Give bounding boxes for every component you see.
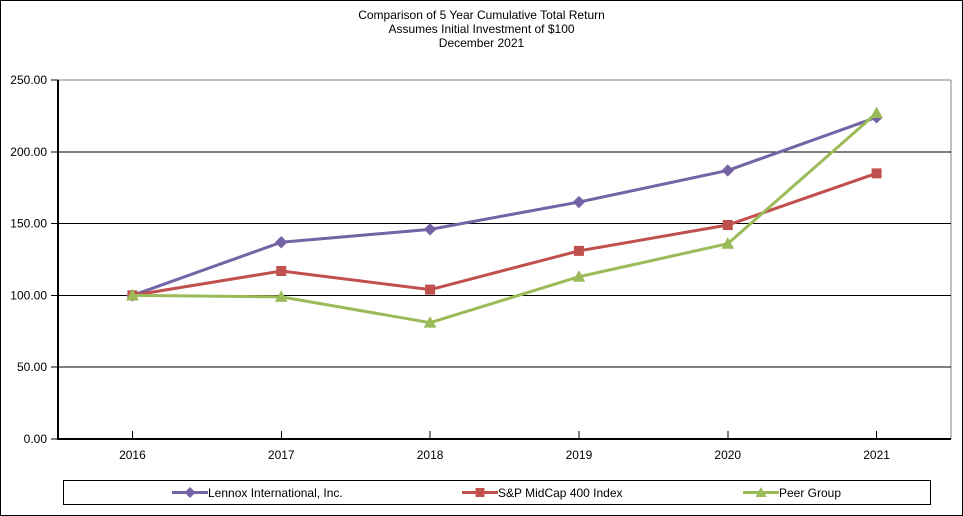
y-tick-label: 200.00	[10, 145, 47, 159]
y-tick-label: 50.00	[17, 360, 47, 374]
legend-item-lennox-international-inc: Lennox International, Inc.	[172, 481, 343, 504]
square-marker-s-p-midcap-400-index	[722, 220, 733, 231]
diamond-marker-lennox-international-inc	[275, 236, 288, 249]
triangle-legend-key-icon	[743, 487, 779, 497]
triangle-marker-peer-group	[870, 106, 883, 119]
x-tick-label: 2019	[566, 448, 593, 462]
diamond-marker-lennox-international-inc	[721, 164, 734, 177]
triangle-marker-peer-group	[423, 316, 437, 328]
y-tick-label: 150.00	[10, 217, 47, 231]
chart-title-block: Comparison of 5 Year Cumulative Total Re…	[1, 8, 962, 50]
x-tick-label: 2021	[863, 448, 890, 462]
x-tick-label: 2020	[714, 448, 741, 462]
square-marker-s-p-midcap-400-index	[871, 168, 882, 179]
series-line-lennox-international-inc	[131, 115, 878, 297]
x-tick-label: 2016	[119, 448, 146, 462]
triangle-marker-peer-group	[721, 237, 735, 249]
diamond-legend-key-icon	[172, 487, 208, 498]
series-line-s-p-midcap-400-index	[132, 171, 878, 297]
series-line-peer-group	[132, 111, 878, 325]
legend-item-s-p-midcap-400-index: S&P MidCap 400 Index	[462, 481, 623, 504]
triangle-marker-peer-group	[126, 288, 139, 301]
chart-legend: Lennox International, Inc. S&P MidCap 400…	[63, 480, 931, 505]
chart-title-line1: Comparison of 5 Year Cumulative Total Re…	[358, 8, 605, 22]
square-marker-s-p-midcap-400-index	[276, 265, 287, 276]
legend-label: Peer Group	[779, 485, 842, 500]
x-tick-label: 2018	[417, 448, 444, 462]
y-tick-label: 0.00	[24, 432, 48, 446]
square-marker-s-p-midcap-400-index	[425, 284, 436, 295]
triangle-marker-peer-group	[274, 290, 288, 302]
chart-title-line2: Assumes Initial Investment of $100	[388, 22, 575, 36]
legend-label: Lennox International, Inc.	[208, 485, 343, 500]
x-tick-label: 2017	[268, 448, 295, 462]
diamond-marker-lennox-international-inc	[572, 195, 586, 209]
legend-label: S&P MidCap 400 Index	[498, 485, 623, 500]
triangle-marker-peer-group	[572, 270, 586, 282]
legend-item-peer-group: Peer Group	[743, 481, 841, 504]
diamond-marker-lennox-international-inc	[423, 223, 437, 236]
y-tick-label: 100.00	[10, 288, 47, 302]
chart-title-line3: December 2021	[438, 36, 525, 50]
square-legend-key-icon	[462, 488, 498, 497]
square-marker-s-p-midcap-400-index	[573, 245, 584, 256]
y-tick-label: 250.00	[10, 73, 47, 87]
